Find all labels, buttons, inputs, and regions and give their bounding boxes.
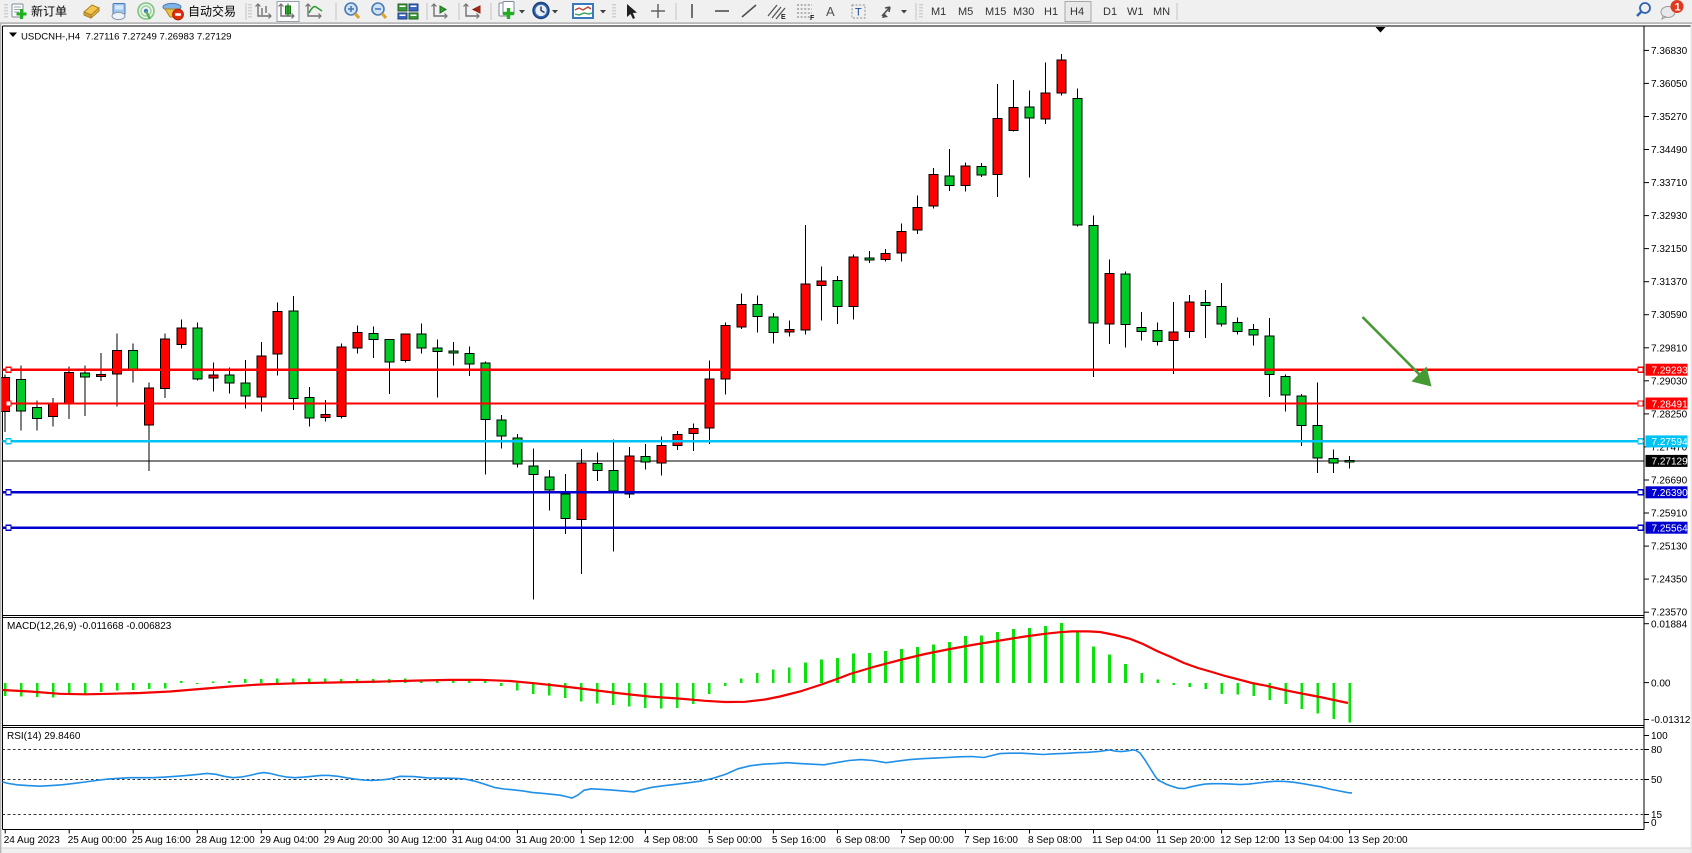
svg-text:USDCNH-,H4 7.27116 7.27249 7.: USDCNH-,H4 7.27116 7.27249 7.26983 7.271… xyxy=(21,32,232,43)
svg-text:80: 80 xyxy=(1651,745,1663,756)
svg-text:H1: H1 xyxy=(1044,6,1058,18)
svg-text:7.27470: 7.27470 xyxy=(1651,442,1688,453)
svg-text:11 Sep 04:00: 11 Sep 04:00 xyxy=(1092,835,1151,846)
svg-text:7 Sep 00:00: 7 Sep 00:00 xyxy=(900,835,954,846)
svg-text:5 Sep 16:00: 5 Sep 16:00 xyxy=(772,835,826,846)
svg-text:M1: M1 xyxy=(931,6,946,18)
svg-text:新订单: 新订单 xyxy=(31,4,67,19)
svg-text:-0.01312: -0.01312 xyxy=(1651,715,1691,726)
svg-text:W1: W1 xyxy=(1127,6,1144,18)
svg-text:7.29810: 7.29810 xyxy=(1651,343,1688,354)
svg-text:7 Sep 16:00: 7 Sep 16:00 xyxy=(964,835,1018,846)
svg-text:7.30590: 7.30590 xyxy=(1651,310,1688,321)
svg-text:1 Sep 12:00: 1 Sep 12:00 xyxy=(580,835,634,846)
svg-text:T: T xyxy=(855,7,862,19)
svg-text:8 Sep 08:00: 8 Sep 08:00 xyxy=(1028,835,1082,846)
svg-text:7.32150: 7.32150 xyxy=(1651,244,1688,255)
svg-text:7.29030: 7.29030 xyxy=(1651,376,1688,387)
svg-text:7.29293: 7.29293 xyxy=(1652,366,1689,377)
svg-text:30 Aug 12:00: 30 Aug 12:00 xyxy=(388,835,447,846)
svg-text:7.28250: 7.28250 xyxy=(1651,409,1688,420)
svg-text:6 Sep 08:00: 6 Sep 08:00 xyxy=(836,835,890,846)
svg-text:A: A xyxy=(826,4,835,19)
svg-text:5 Sep 00:00: 5 Sep 00:00 xyxy=(708,835,762,846)
svg-text:7.26690: 7.26690 xyxy=(1651,476,1688,487)
svg-text:E: E xyxy=(781,14,786,21)
svg-text:7.33710: 7.33710 xyxy=(1651,178,1688,189)
svg-text:12 Sep 12:00: 12 Sep 12:00 xyxy=(1220,835,1280,846)
svg-text:H4: H4 xyxy=(1070,6,1084,18)
svg-text:29 Aug 20:00: 29 Aug 20:00 xyxy=(324,835,383,846)
svg-text:13 Sep 20:00: 13 Sep 20:00 xyxy=(1348,835,1408,846)
svg-text:7.25564: 7.25564 xyxy=(1652,524,1689,535)
svg-text:0.00: 0.00 xyxy=(1651,678,1671,689)
svg-text:7.26390: 7.26390 xyxy=(1652,488,1689,499)
svg-text:MACD(12,26,9) -0.011668 -0.006: MACD(12,26,9) -0.011668 -0.006823 xyxy=(7,621,172,632)
svg-text:0: 0 xyxy=(1651,818,1657,829)
svg-text:RSI(14) 29.8460: RSI(14) 29.8460 xyxy=(7,731,81,742)
svg-text:7.24350: 7.24350 xyxy=(1651,575,1688,586)
svg-text:15: 15 xyxy=(1651,810,1663,821)
svg-text:31 Aug 04:00: 31 Aug 04:00 xyxy=(452,835,511,846)
svg-text:31 Aug 20:00: 31 Aug 20:00 xyxy=(516,835,575,846)
svg-text:F: F xyxy=(810,15,815,22)
svg-text:4 Sep 08:00: 4 Sep 08:00 xyxy=(644,835,698,846)
svg-text:24 Aug 2023: 24 Aug 2023 xyxy=(4,835,61,846)
svg-text:D1: D1 xyxy=(1103,6,1117,18)
svg-text:7.36050: 7.36050 xyxy=(1651,79,1688,90)
svg-text:0.01884: 0.01884 xyxy=(1651,619,1688,630)
svg-text:25 Aug 00:00: 25 Aug 00:00 xyxy=(68,835,127,846)
svg-text:28 Aug 12:00: 28 Aug 12:00 xyxy=(196,835,255,846)
svg-text:MN: MN xyxy=(1153,6,1170,18)
svg-text:7.25130: 7.25130 xyxy=(1651,542,1688,553)
svg-text:7.36830: 7.36830 xyxy=(1651,46,1688,57)
svg-text:100: 100 xyxy=(1651,731,1668,742)
svg-text:M5: M5 xyxy=(958,6,973,18)
svg-text:7.31370: 7.31370 xyxy=(1651,277,1688,288)
svg-text:M30: M30 xyxy=(1013,6,1034,18)
svg-text:7.28491: 7.28491 xyxy=(1652,399,1689,410)
svg-text:13 Sep 04:00: 13 Sep 04:00 xyxy=(1284,835,1344,846)
svg-text:7.34490: 7.34490 xyxy=(1651,145,1688,156)
svg-text:7.27129: 7.27129 xyxy=(1652,457,1689,468)
svg-text:M15: M15 xyxy=(985,6,1006,18)
svg-text:29 Aug 04:00: 29 Aug 04:00 xyxy=(260,835,319,846)
svg-text:7.27594: 7.27594 xyxy=(1652,437,1689,448)
svg-text:25 Aug 16:00: 25 Aug 16:00 xyxy=(132,835,191,846)
svg-text:50: 50 xyxy=(1651,775,1663,786)
svg-text:7.35270: 7.35270 xyxy=(1651,112,1688,123)
svg-text:7.25910: 7.25910 xyxy=(1651,509,1688,520)
svg-text:1: 1 xyxy=(1675,2,1681,14)
svg-text:7.32930: 7.32930 xyxy=(1651,211,1688,222)
svg-text:7.23570: 7.23570 xyxy=(1651,608,1688,619)
svg-text:11 Sep 20:00: 11 Sep 20:00 xyxy=(1156,835,1215,846)
svg-text:自动交易: 自动交易 xyxy=(188,4,236,19)
